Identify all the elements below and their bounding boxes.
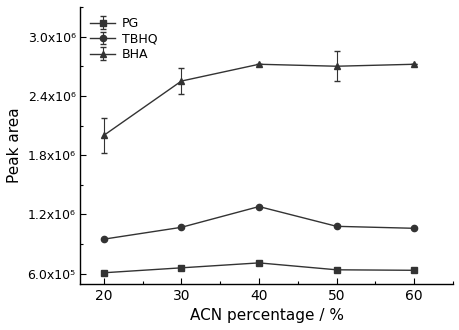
X-axis label: ACN percentage / %: ACN percentage / % bbox=[190, 308, 343, 323]
Y-axis label: Peak area: Peak area bbox=[7, 108, 22, 183]
Legend: PG, TBHQ, BHA: PG, TBHQ, BHA bbox=[87, 13, 161, 65]
